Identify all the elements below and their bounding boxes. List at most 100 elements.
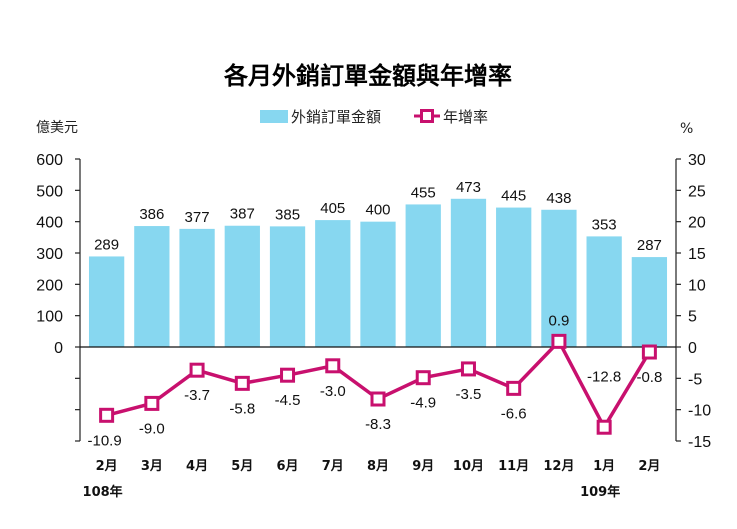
category-label: 3月	[141, 459, 163, 474]
legend-bar-label: 外銷訂單金額	[291, 108, 381, 126]
bar-value-label: 353	[592, 216, 617, 233]
line-value-label: -0.8	[636, 369, 662, 386]
right-axis-tick-label: -10	[688, 403, 711, 420]
line-point-9	[506, 380, 522, 396]
legend-line-marker-icon	[420, 109, 434, 123]
bar-value-label: 455	[411, 184, 436, 201]
category-label: 12月	[543, 459, 574, 474]
bar-value-label: 289	[94, 236, 119, 253]
bar-5	[315, 220, 351, 347]
line-value-label: -9.0	[139, 420, 165, 437]
bar-3	[224, 225, 260, 347]
line-value-label: -3.5	[456, 386, 482, 403]
bar-7	[405, 204, 441, 347]
bar-labels: 289 386 377 387 385 405 400 455 473 445 438 353 287	[94, 179, 662, 254]
right-axis-tick-label: 0	[688, 340, 697, 357]
left-axis-tick-label: 600	[36, 152, 63, 169]
line-point-4	[280, 367, 296, 383]
line-point-11	[596, 419, 612, 435]
line-labels: -10.9 -9.0 -3.7 -5.8 -4.5 -3.0 -8.3 -4.9 -3.5 -6.…	[88, 312, 663, 449]
right-axis-tick-label: 10	[688, 277, 706, 294]
bar-value-label: 445	[501, 188, 526, 205]
right-axis-tick-label: 25	[688, 183, 706, 200]
bar-12	[631, 257, 668, 347]
bar-value-label: 473	[456, 179, 481, 196]
category-label: 9月	[412, 459, 434, 474]
axes: 600 500 400 300 200 100 0 30 25 20 15 10 5 0 -5 -10 -15	[36, 152, 711, 451]
bar-value-label: 377	[185, 209, 210, 226]
legend: 外銷訂單金額 年增率	[260, 108, 488, 126]
line-point-10	[551, 333, 567, 349]
legend-line-label: 年增率	[443, 108, 488, 126]
growth-rate-line	[106, 339, 651, 429]
category-label: 5月	[231, 459, 253, 474]
line-value-label: -6.6	[501, 405, 527, 422]
bar-value-label: 387	[230, 206, 255, 223]
right-axis-tick-label: 30	[688, 152, 706, 169]
chart-title: 各月外銷訂單金額與年增率	[223, 61, 512, 90]
right-axis-tick-label: 15	[688, 246, 706, 263]
left-axis-unit: 億美元	[36, 120, 78, 136]
year-label: 109年	[580, 484, 620, 500]
bar-value-label: 405	[320, 200, 345, 217]
line-value-label: -12.8	[587, 368, 621, 385]
bar-value-label: 438	[546, 190, 571, 207]
right-axis-tick-label: 5	[688, 309, 697, 326]
bar-6	[360, 221, 396, 347]
left-axis-tick-label: 0	[54, 340, 63, 357]
line-point-6	[370, 391, 386, 407]
bar-10	[541, 209, 577, 347]
left-axis-tick-label: 400	[36, 215, 63, 232]
line-point-2	[189, 362, 205, 378]
bar-4	[269, 226, 306, 347]
bar-value-label: 385	[275, 206, 300, 223]
line-point-1	[144, 395, 160, 411]
category-label: 2月	[96, 459, 118, 474]
right-axis-tick-label: -5	[688, 371, 702, 388]
category-labels: 2月 3月 4月 5月 6月 7月 8月 9月 10月 11月 12月 1月 2月 108年 109年	[83, 459, 661, 500]
line-value-label: -3.0	[320, 383, 346, 400]
left-axis-tick-label: 200	[36, 277, 63, 294]
line-point-12	[641, 344, 657, 360]
year-label: 108年	[83, 484, 123, 500]
line-point-0	[99, 407, 115, 423]
right-axis-tick-label: 20	[688, 215, 706, 232]
bar-1	[134, 226, 170, 347]
legend-bar-swatch	[260, 110, 288, 123]
line-point-7	[415, 370, 431, 386]
line-point-5	[325, 358, 341, 374]
category-label: 6月	[277, 459, 299, 474]
bar-8	[450, 198, 487, 347]
line-value-label: -3.7	[184, 387, 210, 404]
right-axis-tick-label: -15	[688, 434, 711, 451]
category-label: 10月	[453, 459, 484, 474]
category-label: 7月	[322, 459, 344, 474]
line-value-label: 0.9	[548, 312, 569, 329]
category-label: 1月	[593, 459, 615, 474]
line-value-label: -4.9	[410, 395, 436, 412]
category-label: 2月	[638, 459, 660, 474]
category-label: 8月	[367, 459, 389, 474]
left-axis-tick-label: 500	[36, 183, 63, 200]
category-label: 11月	[498, 459, 529, 474]
bar-11	[586, 236, 622, 347]
right-axis-unit: %	[680, 121, 693, 137]
line-value-label: -5.8	[229, 400, 255, 417]
left-axis-tick-label: 300	[36, 246, 63, 263]
left-axis-tick-label: 100	[36, 309, 63, 326]
category-label: 4月	[186, 459, 208, 474]
bar-0	[88, 256, 125, 347]
line-value-label: -8.3	[365, 416, 391, 433]
line-point-3	[234, 375, 250, 391]
line-point-8	[460, 361, 476, 377]
bar-value-label: 400	[365, 202, 390, 219]
bar-value-label: 287	[637, 237, 662, 254]
line-value-label: -4.5	[275, 392, 301, 409]
bar-9	[496, 207, 532, 347]
line-series	[99, 333, 657, 435]
bar-value-label: 386	[139, 206, 164, 223]
line-value-label: -10.9	[88, 432, 122, 449]
bar-2	[179, 228, 215, 347]
bar-series	[88, 198, 668, 347]
